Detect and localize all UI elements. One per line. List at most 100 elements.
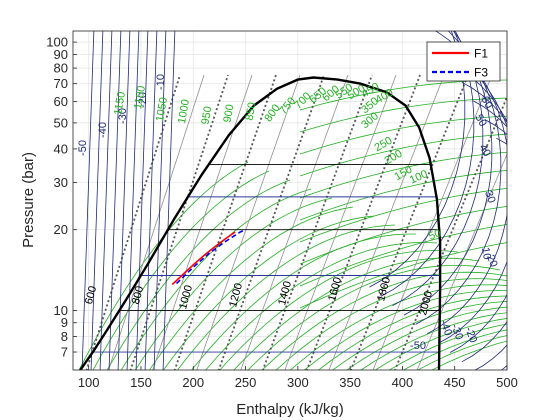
saturation-dome — [79, 76, 442, 370]
isotherm-curve — [508, 157, 560, 399]
curve-value-label: -30 — [117, 108, 129, 124]
isotherm-curve — [99, 31, 113, 370]
isotherm-curve — [81, 31, 95, 370]
isochore-curve — [289, 284, 507, 370]
x-tick-label: 150 — [130, 375, 152, 390]
isochore-curve — [205, 242, 438, 370]
isentrope-curve — [240, 74, 349, 370]
isotherm-curve — [162, 31, 176, 370]
data-series — [171, 228, 246, 286]
isotherm-curve — [90, 31, 104, 370]
legend-label-f1: F1 — [474, 47, 488, 61]
isotherm-curve — [369, 31, 466, 288]
plot-frame — [72, 30, 508, 371]
y-tick-label: 8 — [61, 329, 68, 344]
isotherm-curve — [117, 31, 131, 370]
isentrope-curve — [416, 153, 507, 370]
curve-value-label: 1100 — [132, 85, 148, 110]
isentrope-curve — [196, 74, 301, 370]
x-tick-label: 200 — [182, 375, 204, 390]
isochore-curve — [346, 306, 507, 370]
isochore-curve — [360, 312, 507, 370]
property-curves — [78, 31, 560, 409]
isentrope-curve — [394, 94, 507, 370]
isochore-curve — [162, 215, 375, 370]
isochore-curve — [247, 265, 501, 370]
curve-value-label: 50 — [472, 112, 489, 129]
curve-value-label: -40 — [97, 122, 109, 138]
isentrope-curve — [173, 74, 277, 370]
x-tick-label: 100 — [78, 375, 100, 390]
isochore-curve — [332, 301, 507, 370]
isotherm-curve — [450, 63, 507, 353]
x-tick-label: 450 — [444, 375, 466, 390]
x-tick-label: 250 — [235, 375, 257, 390]
isochore-curve — [261, 271, 507, 370]
y-tick-label: 100 — [46, 35, 68, 50]
isochore-curve — [317, 295, 507, 370]
curve-value-label: 30 — [482, 189, 497, 205]
isochore-curve — [374, 318, 507, 370]
x-tick-label: 400 — [392, 375, 414, 390]
isochore-curve — [191, 233, 417, 370]
series-line-f3 — [175, 228, 246, 285]
y-tick-label: 90 — [54, 47, 68, 62]
y-tick-label: 40 — [54, 141, 68, 156]
isochore-curve — [299, 242, 507, 309]
x-axis: 100 150 200 250 300 350 400 450 500 — [78, 366, 518, 390]
y-tick-label: 9 — [61, 315, 68, 330]
isochore-curve — [92, 170, 270, 370]
isotherm-curve — [380, 31, 475, 297]
isentrope-curve — [129, 74, 229, 370]
y-tick-label: 70 — [54, 76, 68, 91]
isochore-curve — [416, 335, 507, 370]
x-tick-label: 350 — [339, 375, 361, 390]
curve-value-label: 850 — [244, 101, 259, 121]
isentrope-curve — [152, 74, 253, 370]
curve-value-label: 800 — [130, 285, 146, 306]
isochore-curve — [299, 151, 507, 199]
y-tick-label: 50 — [54, 115, 68, 130]
legend-box — [426, 41, 501, 82]
y-axis-label: Pressure (bar) — [20, 152, 37, 248]
curve-value-label: 1050 — [154, 96, 170, 122]
isotherm-curve — [461, 81, 507, 363]
isochore-curve — [431, 340, 507, 370]
curve-value-label: 10 — [479, 246, 493, 260]
isentrope-curve — [85, 74, 181, 370]
isochore-curve — [275, 278, 507, 370]
isotherm-curve — [403, 31, 493, 316]
y-tick-label: 60 — [54, 94, 68, 109]
isentrope-curve — [284, 74, 397, 370]
legend-label-f3: F3 — [474, 66, 488, 80]
curve-value-label: -20 — [137, 92, 149, 108]
isotherm-curve — [520, 176, 560, 409]
isotherm-curve — [126, 31, 140, 370]
y-tick-label: 20 — [54, 222, 68, 237]
curve-value-label: -50 — [410, 340, 426, 352]
isochore-curve — [299, 206, 507, 265]
y-tick-label: 30 — [54, 175, 68, 190]
curve-value-label: -50 — [77, 140, 89, 156]
x-axis-label: Enthalpy (kJ/kg) — [236, 401, 344, 418]
curve-value-label: 1150 — [112, 91, 128, 116]
isentrope-curve — [372, 74, 493, 370]
isotherm-curve — [108, 31, 122, 370]
curve-value-label: 1000 — [176, 98, 192, 124]
curve-value-label: 950 — [200, 105, 215, 125]
isotherm-curve — [153, 31, 167, 370]
y-tick-label: 10 — [54, 303, 68, 318]
isochore-curve — [148, 206, 354, 370]
isochore-curve — [106, 179, 291, 370]
isochore-curve — [402, 329, 507, 370]
curve-value-label: -10 — [155, 74, 167, 90]
curve-value-label: 20 — [484, 253, 499, 269]
isentrope-curve — [108, 74, 205, 370]
x-tick-label: 500 — [496, 375, 518, 390]
curve-value-label: 600 — [83, 285, 99, 306]
isentrope-curve — [328, 74, 445, 370]
curve-value-label: -40 — [437, 318, 454, 337]
isotherm-curve — [144, 31, 158, 370]
isentrope-curve — [217, 74, 325, 370]
